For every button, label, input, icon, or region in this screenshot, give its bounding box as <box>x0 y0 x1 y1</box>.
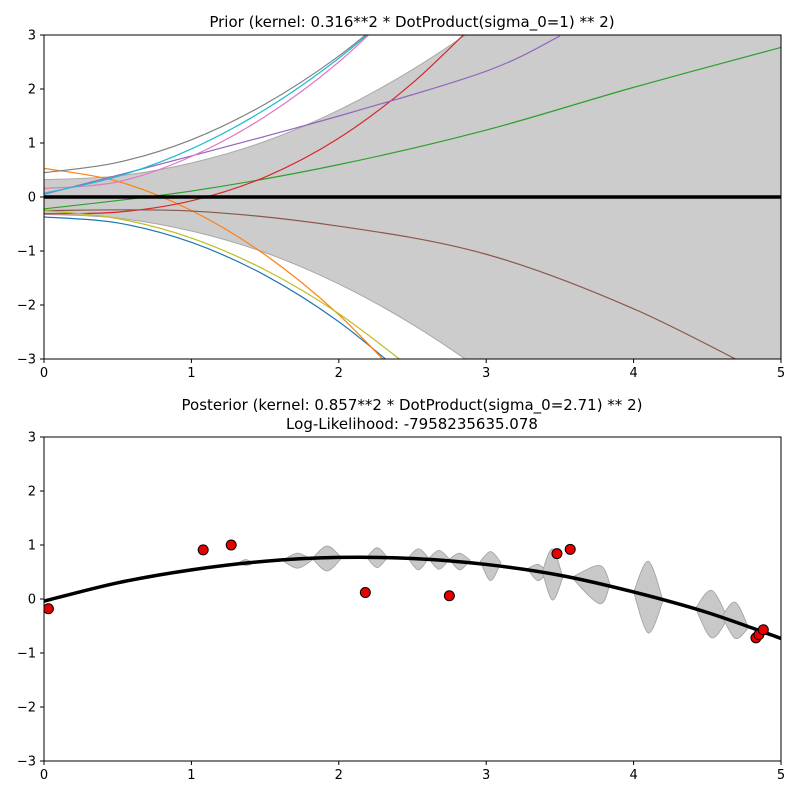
x-tick-label: 4 <box>629 768 637 783</box>
posterior-title: Posterior (kernel: 0.857**2 * DotProduct… <box>182 396 643 415</box>
observation-point-5 <box>443 590 455 602</box>
x-tick-label: 5 <box>777 366 785 381</box>
observation-point-10 <box>757 624 769 636</box>
x-tick-label: 2 <box>335 768 343 783</box>
prior-axes-frame <box>43 34 782 360</box>
prior-sample-line-3 <box>44 46 781 210</box>
posterior-subtitle: Log-Likelihood: -7958235635.078 <box>286 415 538 433</box>
y-tick-label: 2 <box>28 83 36 98</box>
prior-plot-area: 0 1 2 3 4 5 −3 −2 −1 0 1 2 3 <box>17 29 785 382</box>
y-tick-label: −3 <box>17 755 36 770</box>
x-tick-label: 0 <box>40 768 48 783</box>
y-tick-label: 1 <box>28 539 36 554</box>
prior-sample-line-2 <box>44 167 384 359</box>
y-tick-label: −2 <box>17 299 36 314</box>
observation-point-4 <box>359 587 371 599</box>
prior-sample-line-1 <box>44 216 387 359</box>
x-tick-label: 3 <box>482 366 490 381</box>
y-tick-label: 0 <box>28 191 36 206</box>
prior-sample-line-8 <box>44 35 367 174</box>
y-tick-label: −1 <box>17 647 36 662</box>
prior-title: Prior (kernel: 0.316**2 * DotProduct(sig… <box>209 13 614 32</box>
posterior-mean-line <box>44 555 781 641</box>
posterior-band-segment-11 <box>570 565 611 605</box>
observation-point-3 <box>225 539 237 551</box>
y-tick-label: −3 <box>17 353 36 368</box>
observation-point-1 <box>44 603 54 615</box>
plot-clip-group <box>44 539 781 644</box>
posterior-chart: Posterior (kernel: 0.857**2 * DotProduct… <box>17 396 785 783</box>
prior-chart: Prior (kernel: 0.316**2 * DotProduct(sig… <box>17 13 785 382</box>
y-tick-label: 3 <box>28 29 36 44</box>
y-tick-label: 0 <box>28 593 36 608</box>
observation-point-6 <box>551 548 563 560</box>
x-tick-label: 2 <box>335 366 343 381</box>
prior-sample-line-6 <box>44 209 737 359</box>
x-tick-label: 0 <box>40 366 48 381</box>
y-tick-label: −1 <box>17 245 36 260</box>
prior-sample-line-9 <box>44 209 401 359</box>
y-tick-label: 1 <box>28 137 36 152</box>
x-tick-label: 1 <box>187 366 195 381</box>
x-tick-label: 5 <box>777 768 785 783</box>
y-tick-label: 2 <box>28 485 36 500</box>
x-tick-label: 1 <box>187 768 195 783</box>
x-tick-label: 4 <box>629 366 637 381</box>
y-tick-label: −2 <box>17 701 36 716</box>
prior-sample-line-4 <box>44 35 465 215</box>
posterior-axes-frame <box>43 436 782 762</box>
prior-sample-line-10 <box>44 35 369 194</box>
plot-clip-group <box>44 35 781 359</box>
y-tick-label: 3 <box>28 431 36 446</box>
posterior-plot-area: 0 1 2 3 4 5 −3 −2 −1 0 1 2 3 <box>17 431 785 784</box>
observation-point-2 <box>197 544 209 556</box>
observation-point-7 <box>564 543 576 555</box>
prior-sample-line-7 <box>44 35 370 189</box>
x-tick-label: 3 <box>482 768 490 783</box>
